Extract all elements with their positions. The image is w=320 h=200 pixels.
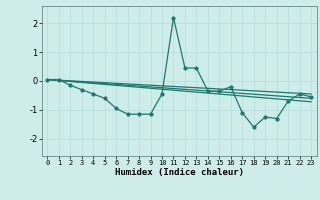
X-axis label: Humidex (Indice chaleur): Humidex (Indice chaleur) [115,168,244,177]
